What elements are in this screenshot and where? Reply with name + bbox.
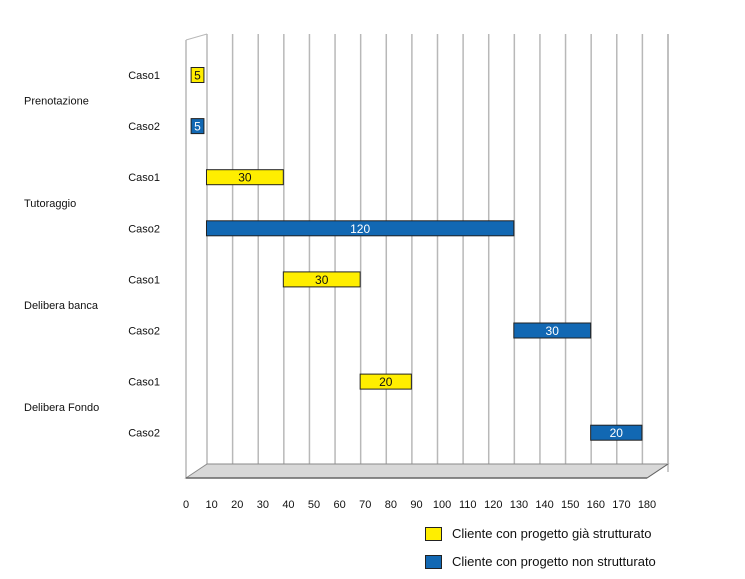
bar-value-label: 20 — [379, 375, 393, 389]
legend-swatch-structured — [425, 526, 442, 541]
x-tick-label: 10 — [205, 499, 217, 511]
legend-label-unstructured: Cliente con progetto non strutturato — [452, 554, 656, 569]
x-tick-label: 30 — [257, 499, 269, 511]
x-tick-label: 70 — [359, 499, 371, 511]
bar — [205, 169, 284, 186]
legend-item-unstructured: Cliente con progetto non strutturato — [425, 554, 656, 569]
group-label: Tutoraggio — [24, 198, 76, 210]
x-tick-label: 20 — [231, 499, 243, 511]
legend-label-structured: Cliente con progetto già strutturato — [452, 526, 652, 541]
x-tick-label: 100 — [433, 499, 451, 511]
bar — [590, 424, 643, 441]
x-tick-label: 140 — [535, 499, 553, 511]
case-label: Caso1 — [128, 274, 160, 286]
case-label: Caso2 — [128, 223, 160, 235]
case-label: Caso2 — [128, 428, 160, 440]
legend-swatch-unstructured — [425, 554, 442, 569]
bar — [190, 118, 205, 135]
x-tick-label: 110 — [459, 499, 477, 511]
case-label: Caso1 — [128, 70, 160, 82]
case-label: Caso1 — [128, 377, 160, 389]
bar — [513, 322, 592, 339]
floor-plane — [184, 463, 670, 479]
bar-value-label: 5 — [194, 120, 201, 134]
group-label: Prenotazione — [24, 96, 89, 108]
group-label: Delibera Fondo — [24, 402, 99, 414]
x-tick-label: 50 — [308, 499, 320, 511]
x-tick-label: 80 — [385, 499, 397, 511]
bar-value-label: 30 — [546, 324, 560, 338]
bar-value-label: 30 — [315, 273, 329, 287]
left-wall-top — [185, 33, 208, 41]
bar-value-label: 20 — [610, 426, 624, 440]
group-label: Delibera banca — [24, 300, 99, 312]
bar-value-label: 120 — [350, 222, 370, 236]
x-tick-label: 170 — [612, 499, 630, 511]
x-tick-label: 90 — [410, 499, 422, 511]
bar — [282, 271, 361, 288]
x-tick-label: 150 — [561, 499, 579, 511]
bar — [359, 373, 412, 390]
bar — [190, 67, 205, 83]
x-tick-label: 120 — [484, 499, 502, 511]
x-tick-label: 0 — [183, 499, 189, 511]
bar — [205, 220, 515, 237]
x-tick-label: 160 — [587, 499, 605, 511]
bar-value-label: 30 — [238, 171, 252, 185]
x-tick-label: 60 — [334, 499, 346, 511]
case-label: Caso1 — [128, 172, 160, 184]
x-tick-label: 180 — [638, 499, 656, 511]
legend-item-structured: Cliente con progetto già strutturato — [425, 526, 651, 541]
bar-value-label: 5 — [194, 69, 201, 83]
case-label: Caso2 — [128, 121, 160, 133]
case-label: Caso2 — [128, 326, 160, 338]
x-tick-label: 40 — [282, 499, 294, 511]
floor-right-edge — [646, 463, 669, 479]
x-tick-label: 130 — [510, 499, 528, 511]
